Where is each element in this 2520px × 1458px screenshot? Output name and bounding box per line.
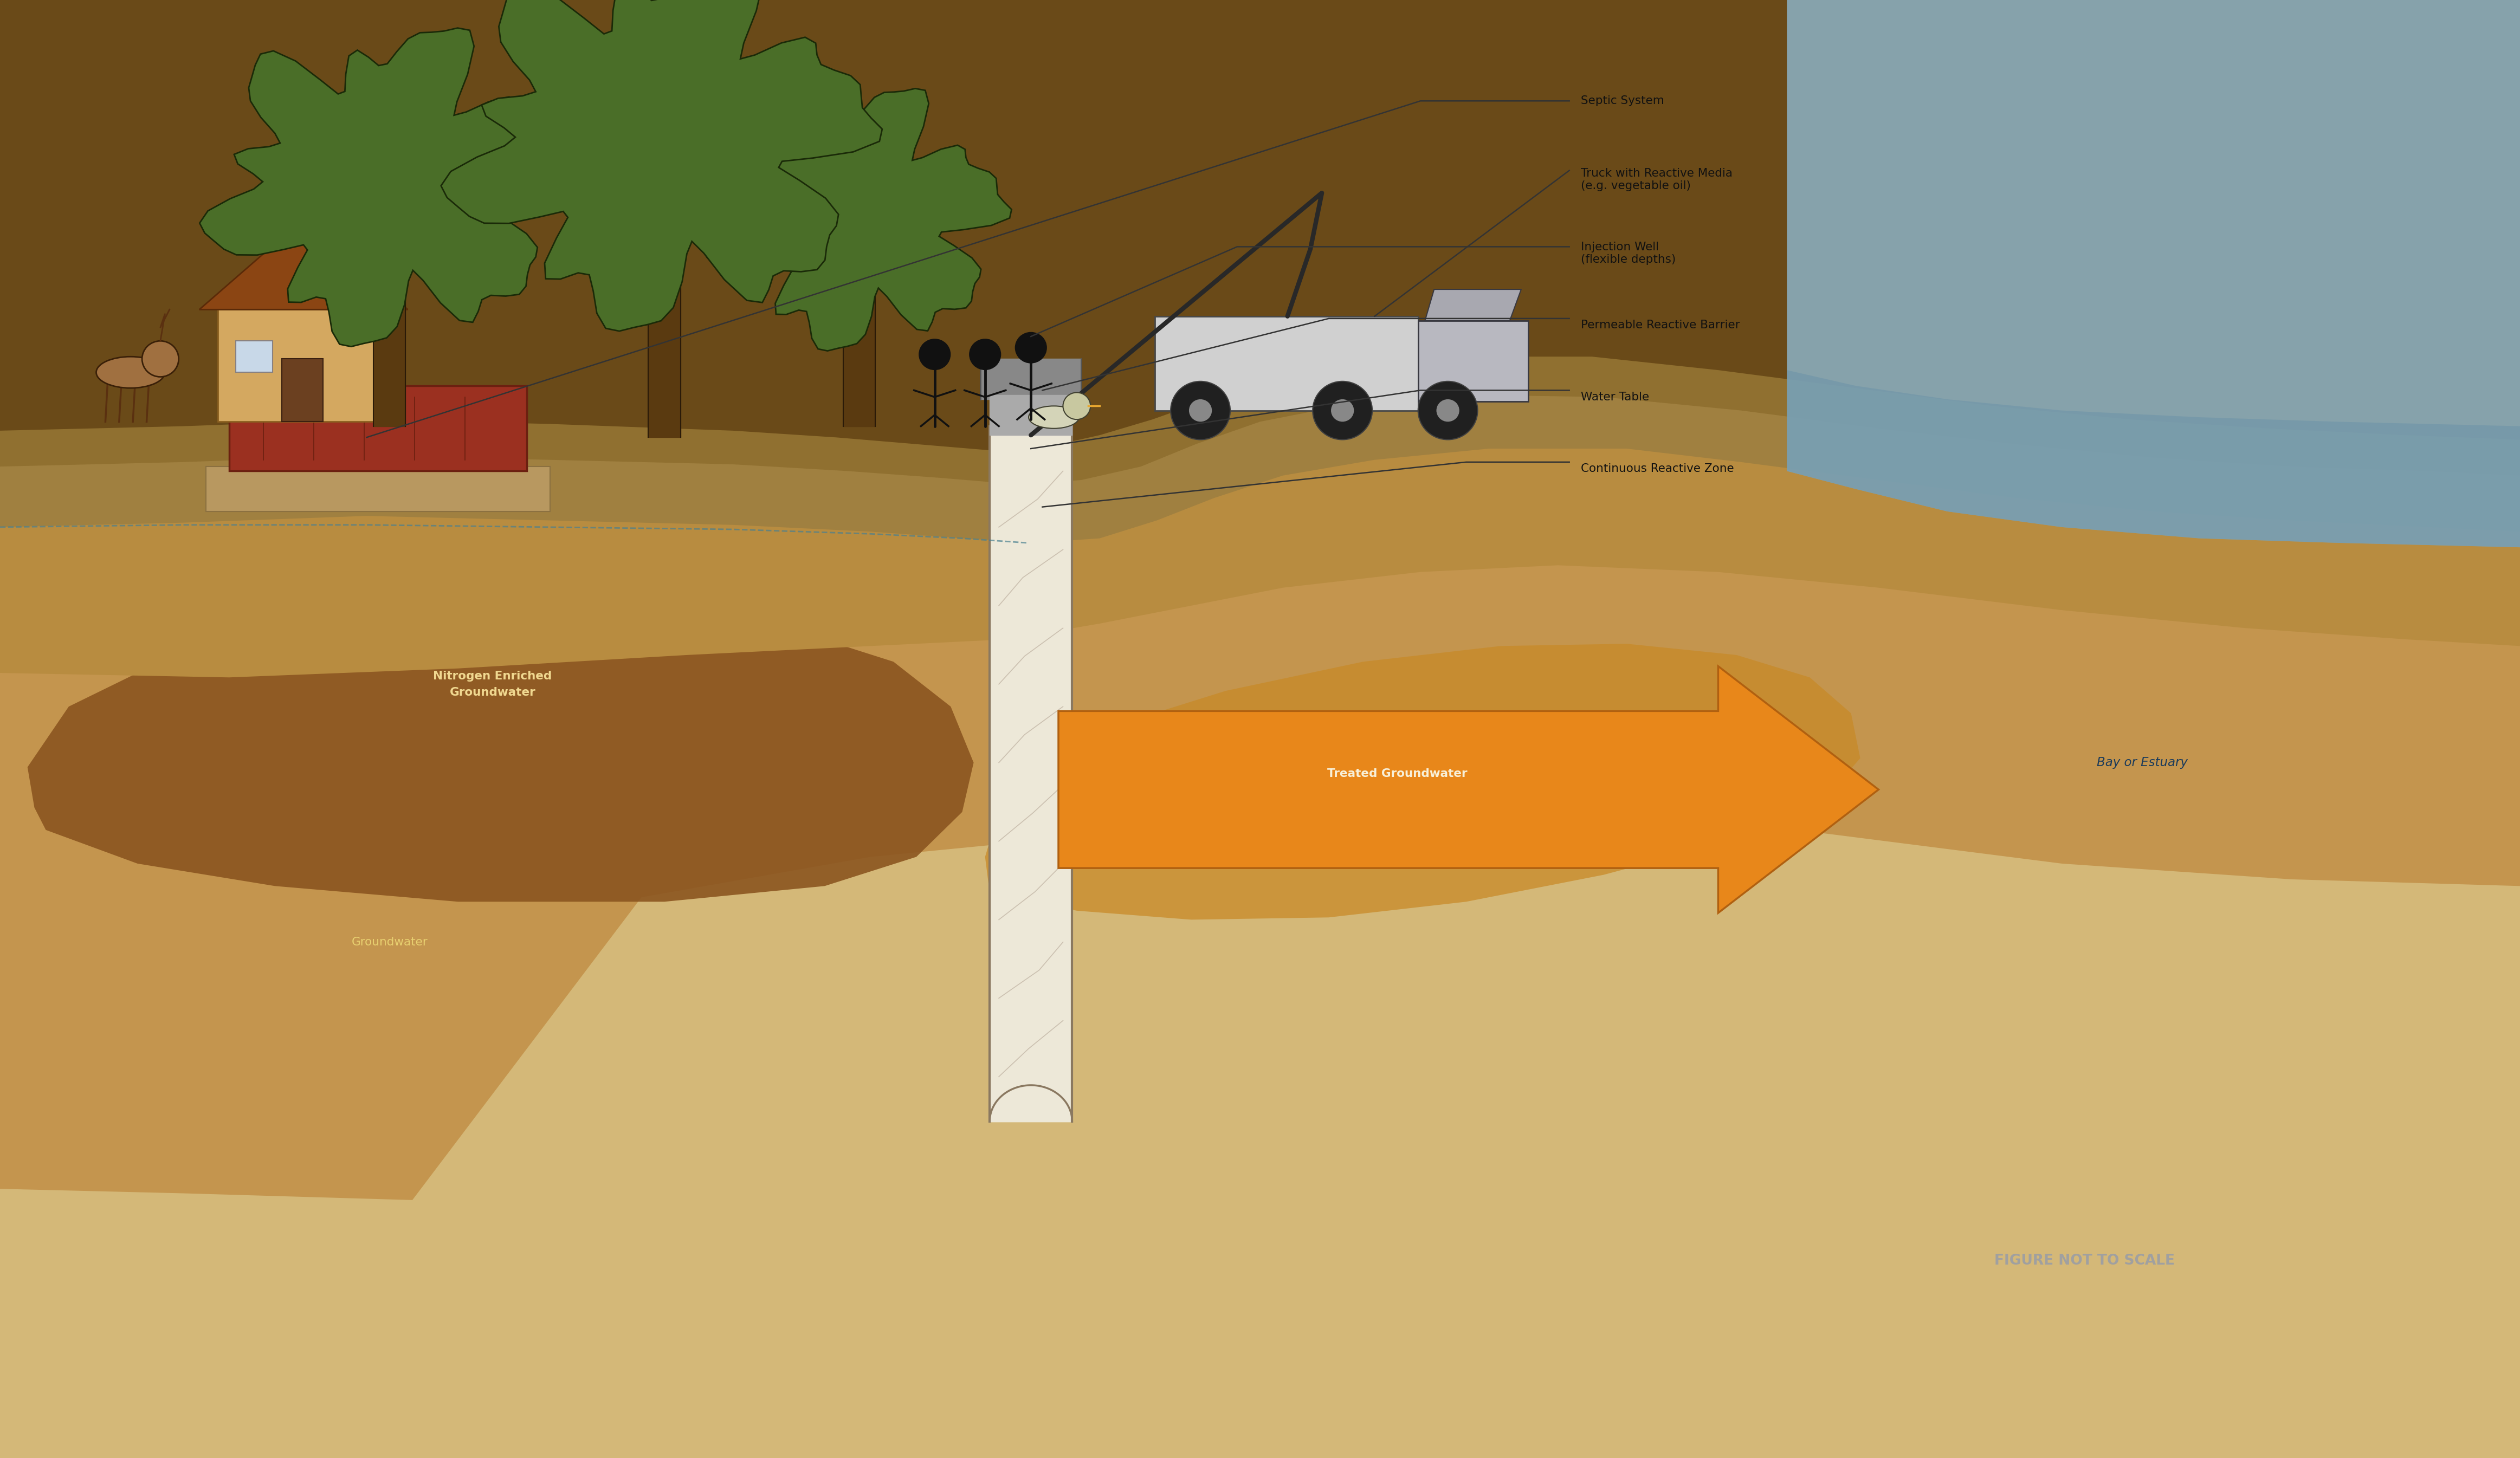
Bar [333,208,355,276]
Text: Permeable Reactive Barrier: Permeable Reactive Barrier [1580,319,1739,331]
Polygon shape [1058,666,1877,913]
Polygon shape [1424,289,1522,321]
Circle shape [141,341,179,376]
FancyBboxPatch shape [229,386,527,471]
Circle shape [1016,332,1046,363]
Text: Nitrogen Enriched
Groundwater: Nitrogen Enriched Groundwater [433,671,552,697]
Text: Continuous Reactive Zone: Continuous Reactive Zone [1580,464,1734,474]
Circle shape [1189,399,1212,421]
Polygon shape [0,0,2520,484]
Bar [237,341,272,372]
Polygon shape [703,89,1011,351]
Polygon shape [0,0,2520,678]
Circle shape [1313,382,1373,440]
Polygon shape [0,0,2520,451]
Bar [282,359,323,421]
Text: Bay or Estuary: Bay or Estuary [2097,757,2187,768]
Polygon shape [985,644,1860,920]
Bar [217,309,391,421]
Text: Groundwater: Groundwater [350,936,428,948]
Ellipse shape [1028,405,1079,429]
Text: Truck with Reactive Media
(e.g. vegetable oil): Truck with Reactive Media (e.g. vegetabl… [1580,168,1731,191]
Polygon shape [0,0,2520,542]
Polygon shape [199,28,575,347]
Circle shape [920,338,950,370]
Bar [1419,321,1527,401]
Text: Injection Well
(flexible depths): Injection Well (flexible depths) [1580,242,1676,265]
Circle shape [1419,382,1477,440]
Ellipse shape [96,357,164,388]
Polygon shape [1787,370,2520,547]
Circle shape [1172,382,1230,440]
Circle shape [1331,399,1353,421]
Text: Septic System: Septic System [1580,96,1663,106]
FancyBboxPatch shape [207,467,549,512]
Polygon shape [28,615,973,901]
Text: FIGURE NOT TO SCALE: FIGURE NOT TO SCALE [1993,1254,2175,1267]
Polygon shape [1787,0,2520,547]
Polygon shape [0,0,2520,1200]
Polygon shape [199,220,408,309]
Circle shape [1436,399,1459,421]
Circle shape [1063,392,1091,420]
Bar [1154,316,1419,411]
Text: Water Table: Water Table [1580,392,1648,402]
Polygon shape [0,741,2520,1458]
Text: Treated Groundwater: Treated Groundwater [1328,768,1467,779]
Polygon shape [441,0,882,331]
Circle shape [970,338,1000,370]
